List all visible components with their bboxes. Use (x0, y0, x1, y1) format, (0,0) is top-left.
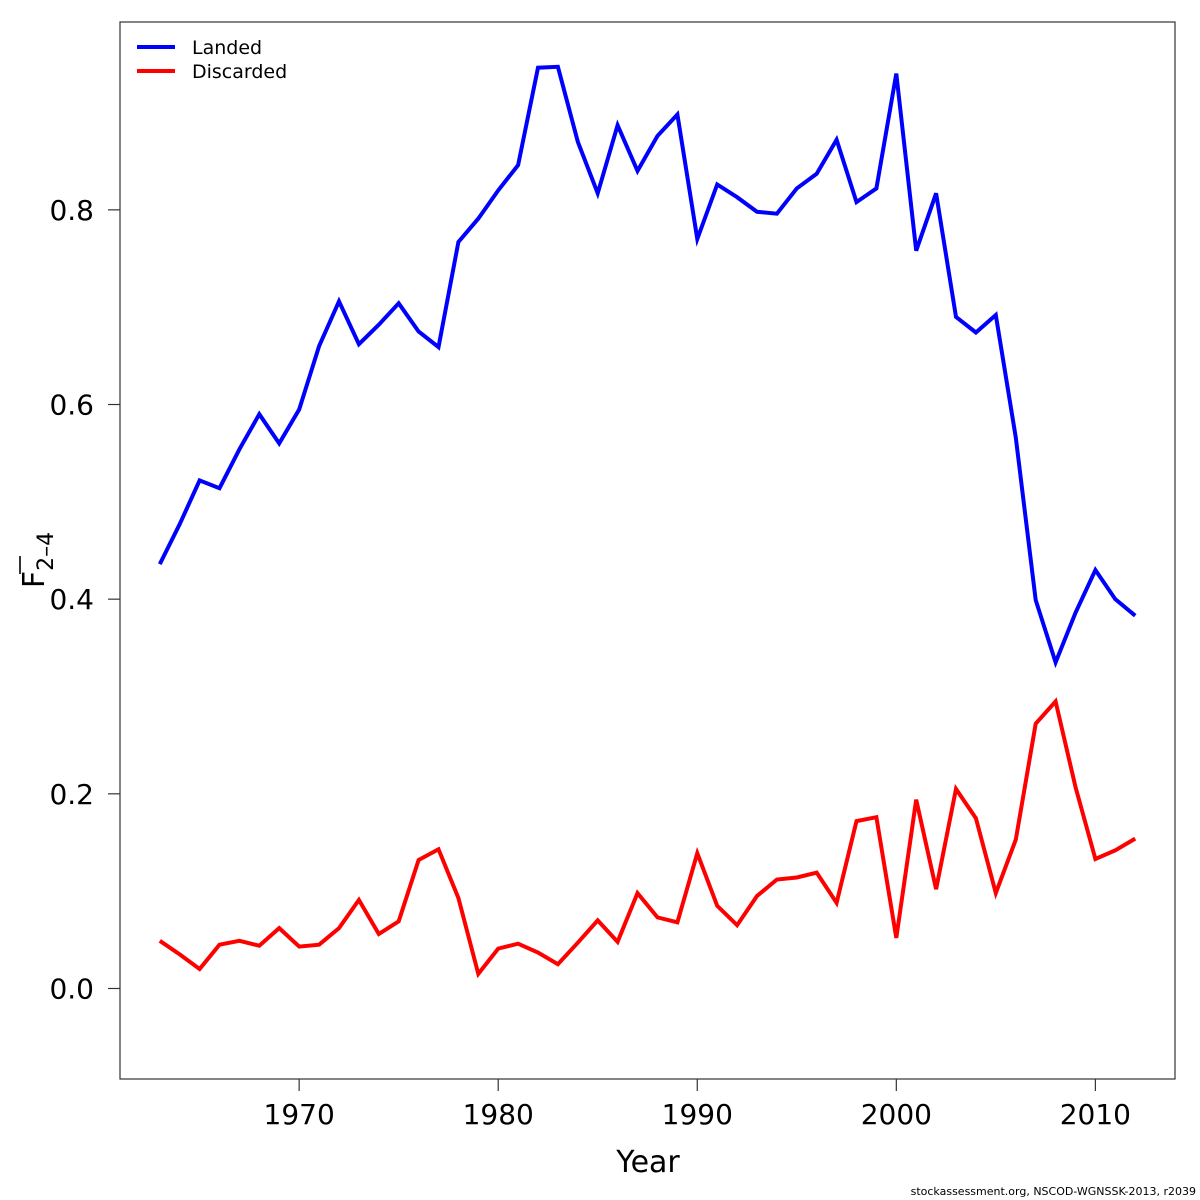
x-axis-title: Year (615, 1145, 680, 1180)
series-layer (158, 64, 1137, 979)
legend-label-landed: Landed (192, 37, 262, 59)
series-line-landed (158, 64, 1137, 669)
y-axis: 0.0 0.2 0.4 0.6 0.8 (49, 194, 120, 1005)
x-axis: 1970 1980 1990 2000 2010 (264, 1079, 1131, 1131)
y-tick-label-0.8: 0.8 (49, 194, 94, 227)
x-tick-label-2000: 2000 (861, 1098, 932, 1131)
y-tick-label-0.2: 0.2 (49, 778, 94, 811)
y-axis-title: F2–4 (17, 532, 59, 588)
y-axis-title-main: F (17, 571, 52, 588)
y-tick-label-0.6: 0.6 (49, 389, 94, 422)
svg-text:F2–4: F2–4 (17, 532, 59, 588)
x-tick-label-1970: 1970 (264, 1098, 335, 1131)
y-tick-label-0.0: 0.0 (49, 972, 94, 1005)
series-line-discarded (158, 697, 1137, 979)
legend-label-discarded: Discarded (192, 61, 287, 83)
x-tick-label-2010: 2010 (1060, 1098, 1131, 1131)
x-tick-label-1990: 1990 (662, 1098, 733, 1131)
credit-text: stockassessment.org, NSCOD-WGNSSK-2013, … (910, 1185, 1196, 1198)
y-axis-title-sub: 2–4 (34, 532, 59, 571)
plot-frame (119, 21, 1176, 1080)
y-tick-label-0.4: 0.4 (49, 583, 94, 616)
legend: Landed Discarded (137, 37, 287, 83)
x-tick-label-1980: 1980 (463, 1098, 534, 1131)
